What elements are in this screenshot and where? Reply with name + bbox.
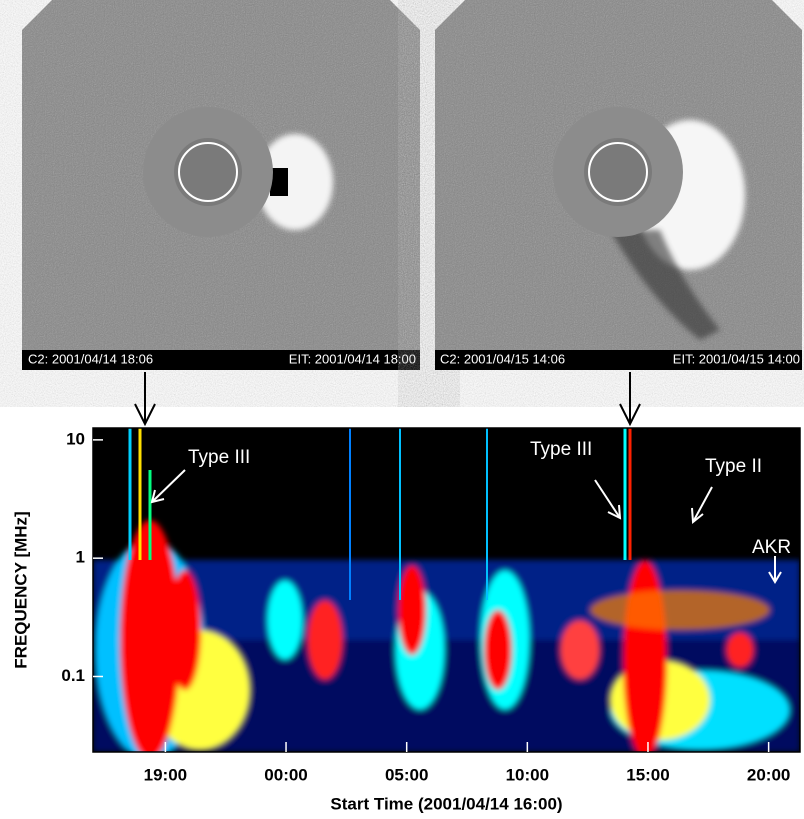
- x-tick-label: 20:00: [747, 765, 790, 784]
- coronagraph-image: C2: 2001/04/15 14:06 EIT: 2001/04/15 14:…: [435, 0, 802, 370]
- plot-frame: [92, 427, 801, 753]
- y-axis-label: FREQUENCY [MHz]: [11, 511, 30, 668]
- image-caption: EIT: 2001/04/14 18:00: [289, 351, 416, 366]
- spectrogram: [93, 428, 800, 752]
- x-tick-label: 05:00: [385, 765, 428, 784]
- annotation: Type III: [530, 439, 592, 460]
- x-tick-label: 19:00: [144, 765, 187, 784]
- image-caption: C2: 2001/04/14 18:06: [28, 351, 153, 366]
- annotation: Type III: [188, 447, 250, 468]
- x-tick-label: 10:00: [506, 765, 549, 784]
- image-caption: C2: 2001/04/15 14:06: [440, 351, 565, 366]
- y-tick-label: 1: [76, 548, 85, 567]
- annotation: AKR: [752, 537, 791, 558]
- annotation-arrow: [150, 469, 782, 584]
- annotation: Type II: [705, 456, 762, 477]
- x-tick-label: 15:00: [626, 765, 669, 784]
- y-tick-label: 10: [66, 429, 85, 448]
- x-axis-label: Start Time (2001/04/14 16:00): [330, 794, 562, 813]
- x-tick-label: 00:00: [264, 765, 307, 784]
- image-caption: EIT: 2001/04/15 14:00: [673, 351, 800, 366]
- coronagraph-image: C2: 2001/04/14 18:06 EIT: 2001/04/14 18:…: [22, 0, 420, 370]
- link-arrow: [134, 372, 641, 427]
- y-tick-label: 0.1: [61, 666, 85, 685]
